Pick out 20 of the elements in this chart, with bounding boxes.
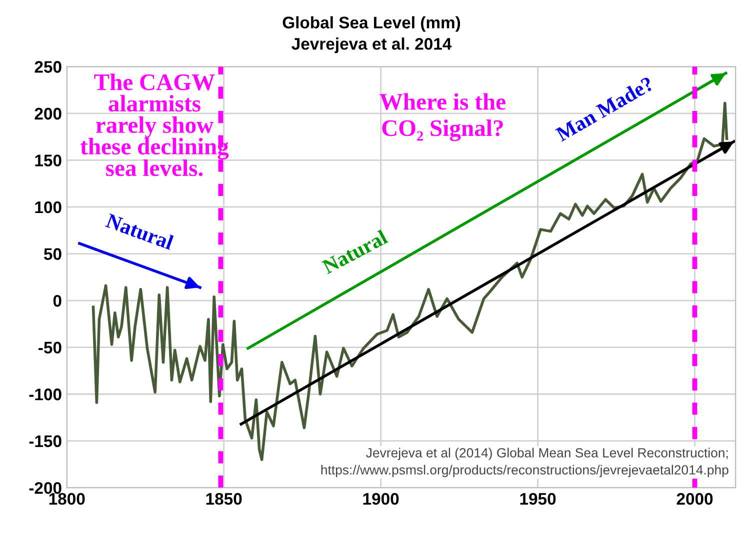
y-tick-label: 0	[53, 294, 62, 307]
y-tick-label: -50	[38, 342, 62, 354]
y-tick-label: 250	[34, 61, 62, 73]
y-tick-label: 200	[34, 108, 62, 120]
x-tick-label: 1900	[363, 492, 399, 505]
chart-title: Global Sea Level (mm)	[282, 16, 460, 32]
annotation: Where is the CO₂ Signal?	[380, 93, 506, 142]
annotation: Jevrejeva et al (2014) Global Mean Sea Level Reconstruction; https://www.psmsl.org/products/reconstructions/jevrejevaetal2014.php	[321, 448, 728, 478]
y-tick-label: -150	[29, 435, 62, 448]
y-tick-label: 100	[35, 201, 62, 214]
x-tick-label: 2000	[676, 492, 713, 505]
y-tick-label: -200	[29, 482, 62, 494]
x-tick-label: 1800	[49, 492, 85, 505]
annotation: The CAGW alarmists rarely show these declining sea levels.	[80, 74, 229, 176]
y-tick-label: 150	[35, 154, 62, 166]
x-tick-label: 1950	[520, 492, 556, 505]
y-tick-label: -100	[29, 388, 62, 400]
x-tick-label: 1850	[206, 492, 242, 505]
y-tick-label: 50	[44, 248, 62, 260]
chart-subtitle: Jevrejeva et al. 2014	[292, 38, 452, 54]
